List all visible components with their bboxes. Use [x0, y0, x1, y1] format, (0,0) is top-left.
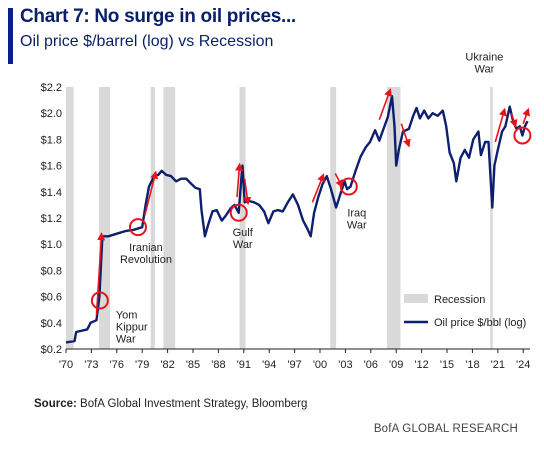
y-tick-label-0: $0.2	[41, 344, 62, 356]
recession-band-7	[490, 87, 493, 349]
event-label-0-0: Yom	[116, 310, 138, 322]
y-tick-label-6: $1.4	[41, 187, 62, 199]
trend-arrow-9	[509, 112, 518, 128]
x-tick-label-15: '15	[440, 359, 454, 371]
recession-bands	[66, 87, 493, 349]
event-circle-0	[90, 291, 109, 310]
y-tick-label-1: $0.4	[41, 318, 62, 330]
y-tick-label-4: $1.0	[41, 239, 62, 251]
annotations: YomKippurWarIranianRevolutionGulfWarIraq…	[90, 51, 532, 346]
event-label-1-0: Iranian	[129, 242, 163, 254]
event-label-1-1: Revolution	[120, 254, 172, 266]
recession-band-3	[163, 87, 176, 349]
event-circle-1	[128, 218, 147, 237]
trend-arrow-6	[378, 88, 392, 121]
x-tick-label-5: '85	[186, 359, 200, 371]
event-label-3-0: Iraq	[347, 208, 366, 220]
event-circle-4	[513, 126, 532, 145]
x-tick-label-10: '00	[313, 359, 327, 371]
x-tick-label-7: '91	[237, 359, 251, 371]
oil-price-series-line	[65, 95, 529, 344]
event-label-3-1: War	[347, 220, 367, 232]
x-tick-label-11: '03	[338, 359, 352, 371]
x-tick-label-16: '18	[465, 359, 479, 371]
source-text: BofA Global Investment Strategy, Bloombe…	[76, 398, 308, 410]
event-label-0-1: Kippur	[116, 322, 148, 334]
x-tick-label-8: '94	[262, 359, 276, 371]
recession-band-6	[386, 87, 401, 349]
trend-arrow-8	[494, 107, 507, 143]
trend-arrow-1	[143, 170, 159, 216]
brand-label: BofA GLOBAL RESEARCH	[373, 423, 518, 435]
source-label: Source:	[34, 398, 77, 410]
event-label-4-0: Ukraine	[465, 51, 503, 63]
x-tick-label-0: '70	[59, 359, 73, 371]
source-note: Source: BofA Global Investment Strategy,…	[34, 398, 307, 410]
y-tick-label-3: $0.8	[41, 265, 62, 277]
trend-arrow-5	[334, 173, 343, 188]
recession-band-1	[99, 87, 111, 349]
x-tick-label-2: '76	[110, 359, 124, 371]
legend-recession-swatch	[404, 294, 428, 303]
event-circle-2	[229, 203, 248, 222]
axes: $0.2 $0.4 $0.6 $0.8 $1.0 $1.2 $1.4 $1.6 $1.8 $2.0…	[41, 82, 531, 371]
recession-band-0	[66, 87, 74, 349]
x-tick-label-14: '12	[414, 359, 428, 371]
trend-arrow-2	[235, 162, 244, 198]
y-tick-label-8: $1.8	[41, 134, 62, 146]
x-tick-label-17: '21	[491, 359, 505, 371]
y-tick-label-9: $2.0	[41, 108, 62, 120]
event-label-2-1: War	[233, 239, 253, 251]
x-tick-label-12: '06	[364, 359, 378, 371]
trend-arrow-4	[311, 173, 325, 203]
y-tick-label-2: $0.6	[41, 292, 62, 304]
trend-arrow-3	[243, 178, 252, 206]
y-tick-label-5: $1.2	[41, 213, 62, 225]
x-tick-label-6: '88	[211, 359, 225, 371]
trend-arrow-10	[522, 107, 530, 124]
y-tick-label-7: $1.6	[41, 161, 62, 173]
trend-arrow-0	[95, 232, 106, 315]
oil-price-line	[65, 95, 529, 344]
legend-oil-label: Oil price $/bbl (log)	[434, 317, 526, 329]
recession-band-4	[239, 87, 246, 349]
recession-band-5	[330, 87, 337, 349]
event-label-4-1: War	[474, 63, 494, 75]
x-tick-label-9: '97	[287, 359, 301, 371]
event-label-2-0: Gulf	[233, 227, 254, 239]
chart-subtitle: Oil price $/barrel (log) vs Recession	[20, 33, 274, 50]
legend: Recession Oil price $/bbl (log)	[404, 294, 526, 329]
x-tick-label-4: '82	[160, 359, 174, 371]
chart-title: Chart 7: No surge in oil prices...	[20, 6, 296, 27]
y-tick-label-10: $2.2	[41, 82, 62, 94]
x-tick-label-1: '73	[84, 359, 98, 371]
event-label-0-2: War	[116, 334, 136, 346]
x-tick-label-13: '09	[389, 359, 403, 371]
recession-band-2	[150, 87, 155, 349]
trend-arrow-7	[400, 123, 411, 148]
x-tick-label-3: '79	[135, 359, 149, 371]
x-tick-label-18: '24	[516, 359, 530, 371]
legend-recession-label: Recession	[434, 294, 485, 306]
title-accent-bar	[8, 8, 13, 64]
